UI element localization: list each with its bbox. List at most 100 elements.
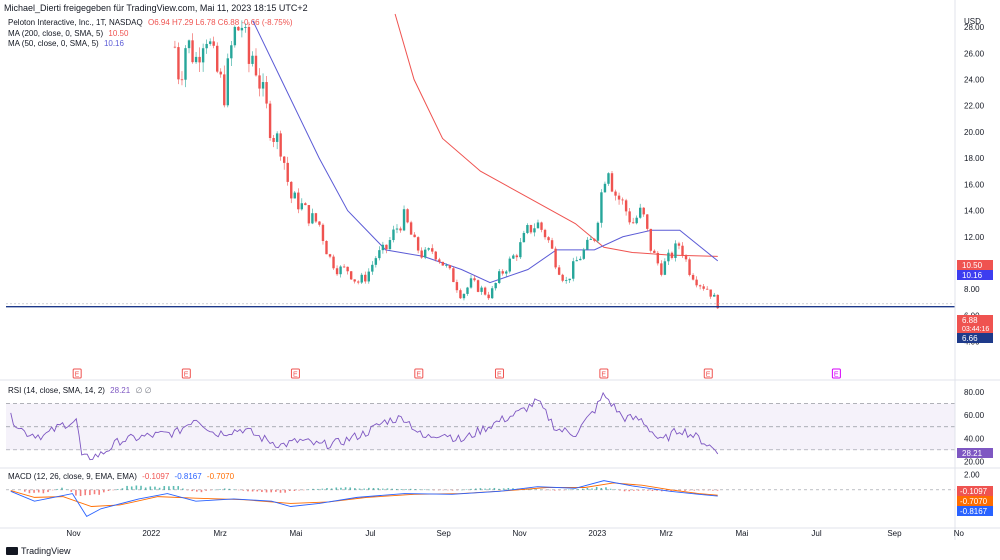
- candle-body: [557, 267, 561, 275]
- macd-histogram-bar: [512, 488, 514, 490]
- tradingview-logo-text: TradingView: [21, 546, 71, 556]
- earnings-marker: [494, 368, 504, 379]
- ma200-value: 10.50: [108, 29, 129, 38]
- macd-histogram-bar: [326, 488, 328, 490]
- candle-body: [473, 278, 476, 281]
- ma200-legend[interactable]: MA (200, close, 0, SMA, 5) 10.50: [8, 29, 128, 38]
- rsi-legend[interactable]: RSI (14, close, SMA, 14, 2) 28.21 ∅ ∅: [8, 386, 152, 395]
- macd-histogram-bar: [530, 489, 533, 490]
- macd-histogram-bar: [586, 488, 589, 490]
- candle-body: [328, 254, 332, 257]
- candle-body: [441, 261, 445, 266]
- macd-label: MACD (12, 26, close, 9, EMA, EMA): [8, 472, 137, 481]
- macd-histogram-bar: [242, 489, 245, 491]
- earnings-marker-label: E: [497, 372, 502, 379]
- macd-histogram-bar: [33, 489, 35, 493]
- macd-histogram-bar: [93, 489, 96, 495]
- upcoming-earnings-label: E: [834, 372, 839, 379]
- macd-signal-tag: -0.7070: [960, 497, 988, 506]
- candle-body: [173, 46, 177, 48]
- macd-hist-value: -0.1097: [142, 472, 170, 481]
- macd-histogram-bar: [163, 486, 166, 490]
- macd-histogram-bar: [447, 489, 449, 491]
- candle-body: [466, 287, 469, 294]
- macd-histogram-bar: [595, 486, 598, 490]
- candle-body: [332, 256, 335, 269]
- earnings-marker-label: E: [416, 372, 421, 379]
- candle-body: [321, 224, 325, 241]
- earnings-marker-label: E: [184, 372, 189, 379]
- macd-histogram-bar: [223, 488, 226, 490]
- macd-histogram-bar: [61, 487, 63, 490]
- candle-body: [392, 229, 395, 241]
- macd-histogram-bar: [130, 486, 133, 490]
- candle-body: [371, 264, 374, 272]
- candle-body: [462, 293, 466, 299]
- macd-histogram-bar: [554, 489, 556, 491]
- time-tick-label: 2022: [142, 529, 160, 538]
- ma50-label: MA (50, close, 0, SMA, 5): [8, 39, 99, 48]
- candle-body: [251, 55, 254, 64]
- macd-histogram-bar: [637, 489, 640, 491]
- macd-histogram-bar: [247, 489, 249, 492]
- candle-body: [572, 261, 575, 279]
- macd-histogram-bar: [368, 487, 370, 490]
- candle-body: [254, 55, 258, 76]
- macd-histogram-bar: [600, 487, 603, 490]
- candle-body: [216, 45, 219, 72]
- macd-legend[interactable]: MACD (12, 26, close, 9, EMA, EMA) -0.109…: [8, 472, 234, 481]
- macd-histogram-bar: [98, 489, 100, 495]
- earnings-marker: [290, 368, 300, 379]
- candle-body: [409, 222, 413, 235]
- macd-pane[interactable]: [6, 480, 955, 517]
- ma50-legend[interactable]: MA (50, close, 0, SMA, 5) 10.16: [8, 39, 124, 48]
- macd-histogram-bar: [182, 488, 184, 490]
- candle-body: [480, 287, 483, 292]
- tradingview-logo[interactable]: TradingView: [6, 546, 71, 556]
- candle-body: [360, 274, 363, 283]
- candle-body: [201, 48, 205, 63]
- price-tick-label: 22.00: [964, 102, 985, 111]
- candle-body: [681, 245, 684, 256]
- candle-body: [515, 255, 519, 258]
- candle-body: [335, 268, 339, 275]
- time-tick-label: Mrz: [214, 529, 227, 538]
- rsi-pane[interactable]: [6, 391, 955, 461]
- macd-histogram-bar: [191, 489, 193, 492]
- candle-body: [240, 27, 244, 31]
- macd-histogram-bar: [144, 487, 147, 490]
- currency-label: USD: [964, 17, 981, 26]
- candle-body: [631, 222, 635, 224]
- macd-histogram-bar: [344, 487, 347, 490]
- candle-body: [381, 244, 385, 251]
- candle-body: [402, 209, 406, 231]
- macd-histogram-bar: [84, 489, 87, 496]
- macd-histogram-bar: [688, 489, 691, 491]
- candle-body: [282, 156, 286, 163]
- macd-line-value: -0.8167: [174, 472, 202, 481]
- macd-histogram-bar: [158, 487, 161, 490]
- macd-histogram-bar: [372, 488, 375, 490]
- candle-body: [279, 133, 282, 157]
- macd-histogram-bar: [549, 489, 551, 491]
- candle-body: [586, 239, 589, 250]
- macd-histogram-bar: [107, 489, 110, 491]
- macd-histogram-bar: [354, 488, 356, 490]
- candle-body: [325, 240, 328, 255]
- candle-body: [304, 203, 307, 206]
- candle-body: [290, 181, 293, 199]
- macd-histogram-bar: [563, 489, 565, 491]
- candle-body: [385, 244, 388, 250]
- candle-body: [628, 211, 631, 223]
- macd-histogram-bar: [103, 489, 105, 493]
- candle-body: [483, 287, 487, 295]
- candle-body: [526, 225, 529, 233]
- candle-body: [547, 237, 550, 241]
- macd-histogram-bar: [237, 489, 240, 491]
- macd-histogram-bar: [196, 489, 198, 492]
- symbol-legend[interactable]: Peloton Interactive, Inc., 1T, NASDAQ O6…: [8, 18, 293, 27]
- macd-histogram-bar: [502, 488, 505, 490]
- macd-histogram-bar: [484, 488, 486, 490]
